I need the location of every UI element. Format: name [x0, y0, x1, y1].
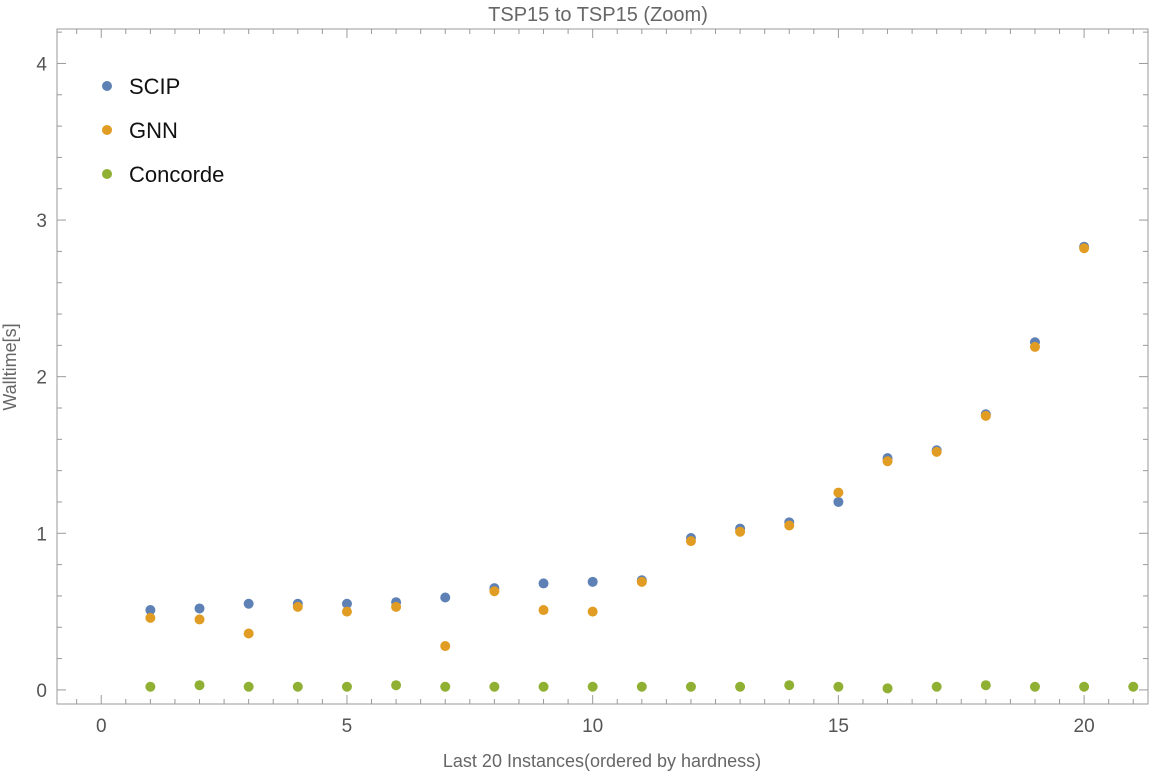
- point-concorde: [538, 681, 549, 692]
- point-scip: [194, 603, 205, 614]
- legend-label: Concorde: [129, 162, 224, 187]
- series-concorde: [145, 680, 1139, 694]
- axis-ticks: 0 5 10 15 20 0 1 2 3 4: [36, 29, 1148, 737]
- x-tick-label: 0: [96, 716, 107, 737]
- legend-marker: [102, 125, 112, 135]
- point-gnn: [391, 601, 402, 612]
- point-scip: [440, 592, 451, 603]
- point-scip: [243, 598, 254, 609]
- point-gnn: [636, 576, 647, 587]
- legend-marker: [102, 81, 112, 91]
- point-gnn: [980, 410, 991, 421]
- x-tick-label: 15: [828, 716, 849, 737]
- x-tick-label: 10: [582, 716, 603, 737]
- legend-label: SCIP: [129, 74, 180, 99]
- x-tick-label: 20: [1074, 716, 1095, 737]
- point-scip: [538, 578, 549, 589]
- point-gnn: [1079, 243, 1090, 254]
- point-concorde: [735, 681, 746, 692]
- point-concorde: [1128, 681, 1139, 692]
- y-tick-label: 3: [36, 211, 47, 232]
- point-concorde: [833, 681, 844, 692]
- series-scip: [145, 241, 1090, 616]
- point-gnn: [587, 606, 598, 617]
- point-scip: [341, 598, 352, 609]
- point-concorde: [489, 681, 500, 692]
- legend-marker: [102, 169, 112, 179]
- point-gnn: [931, 446, 942, 457]
- point-concorde: [194, 680, 205, 691]
- x-axis-title: Last 20 Instances(ordered by hardness): [443, 751, 761, 771]
- point-concorde: [1079, 681, 1090, 692]
- point-concorde: [1029, 681, 1040, 692]
- point-scip: [145, 605, 156, 616]
- point-gnn: [685, 536, 696, 547]
- point-gnn: [292, 601, 303, 612]
- point-scip: [833, 496, 844, 507]
- point-concorde: [882, 683, 893, 694]
- point-gnn: [145, 612, 156, 623]
- point-concorde: [636, 681, 647, 692]
- point-gnn: [440, 641, 451, 652]
- point-gnn: [194, 614, 205, 625]
- plot-frame: [56, 28, 1149, 705]
- point-concorde: [931, 681, 942, 692]
- point-concorde: [341, 681, 352, 692]
- point-concorde: [685, 681, 696, 692]
- y-axis-title: Walltime[s]: [0, 323, 20, 410]
- point-concorde: [145, 681, 156, 692]
- y-tick-label: 0: [36, 681, 47, 702]
- chart-title: TSP15 to TSP15 (Zoom): [488, 4, 708, 26]
- point-concorde: [980, 680, 991, 691]
- point-gnn: [538, 605, 549, 616]
- point-gnn: [735, 526, 746, 537]
- y-tick-label: 4: [36, 54, 47, 75]
- point-concorde: [243, 681, 254, 692]
- point-concorde: [587, 681, 598, 692]
- point-concorde: [440, 681, 451, 692]
- point-concorde: [292, 681, 303, 692]
- x-tick-label: 5: [342, 716, 353, 737]
- point-gnn: [882, 456, 893, 467]
- point-gnn: [489, 586, 500, 597]
- series-gnn: [145, 243, 1090, 652]
- point-gnn: [784, 520, 795, 531]
- point-gnn: [243, 628, 254, 639]
- point-scip: [587, 576, 598, 587]
- point-concorde: [784, 680, 795, 691]
- data-points: [145, 241, 1139, 694]
- point-concorde: [391, 680, 402, 691]
- y-tick-label: 2: [36, 368, 47, 389]
- y-tick-label: 1: [36, 524, 47, 545]
- legend-label: GNN: [129, 118, 178, 143]
- legend: SCIP GNN Concorde: [102, 74, 224, 187]
- point-gnn: [341, 606, 352, 617]
- point-gnn: [1029, 341, 1040, 352]
- point-gnn: [833, 487, 844, 498]
